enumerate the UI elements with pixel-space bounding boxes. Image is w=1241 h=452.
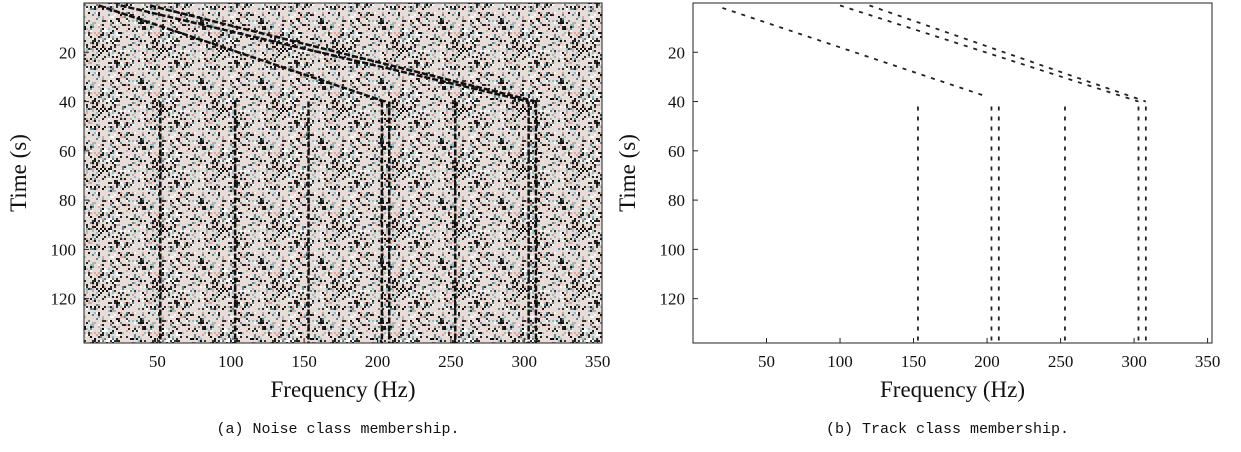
x-axis-label: Frequency (Hz) [271,377,416,402]
y-tick-label: 100 [660,240,686,259]
y-tick-label: 80 [59,191,76,210]
caption: (a) Noise class membership. [216,421,459,438]
x-tick-label: 300 [511,352,537,371]
y-tick-label: 40 [668,93,685,112]
y-tick-label: 20 [668,43,685,62]
track [839,4,1139,103]
y-tick-label: 40 [59,93,76,112]
x-axis-label: Frequency (Hz) [880,377,1025,402]
track [120,4,529,103]
y-tick-label: 100 [51,240,77,259]
x-tick-label: 50 [149,352,166,371]
track [98,4,386,103]
y-tick-label: 80 [668,191,685,210]
y-tick-label: 60 [668,142,685,161]
caption: (b) Track class membership. [826,421,1069,438]
plot-frame [692,2,1213,344]
x-tick-label: 350 [585,352,611,371]
x-tick-label: 250 [1048,352,1074,371]
plot-area [693,3,1212,343]
y-tick-label: 120 [51,290,77,309]
y-axis-label: Time (s) [6,134,31,212]
x-tick-label: 200 [365,352,391,371]
y-tick-label: 60 [59,142,76,161]
x-tick-label: 150 [291,352,317,371]
track [722,7,988,98]
y-tick-label: 20 [59,43,76,62]
x-tick-label: 100 [218,352,244,371]
x-tick-label: 350 [1195,352,1221,371]
track [869,4,1147,103]
x-tick-label: 200 [974,352,1000,371]
x-tick-label: 300 [1121,352,1147,371]
plot-area [84,3,602,343]
track [149,4,537,103]
x-tick-label: 150 [901,352,927,371]
x-tick-label: 100 [827,352,853,371]
plot-frame [83,2,603,344]
x-tick-label: 50 [758,352,775,371]
y-axis-label: Time (s) [615,134,640,212]
x-tick-label: 250 [438,352,464,371]
y-tick-label: 120 [660,290,686,309]
